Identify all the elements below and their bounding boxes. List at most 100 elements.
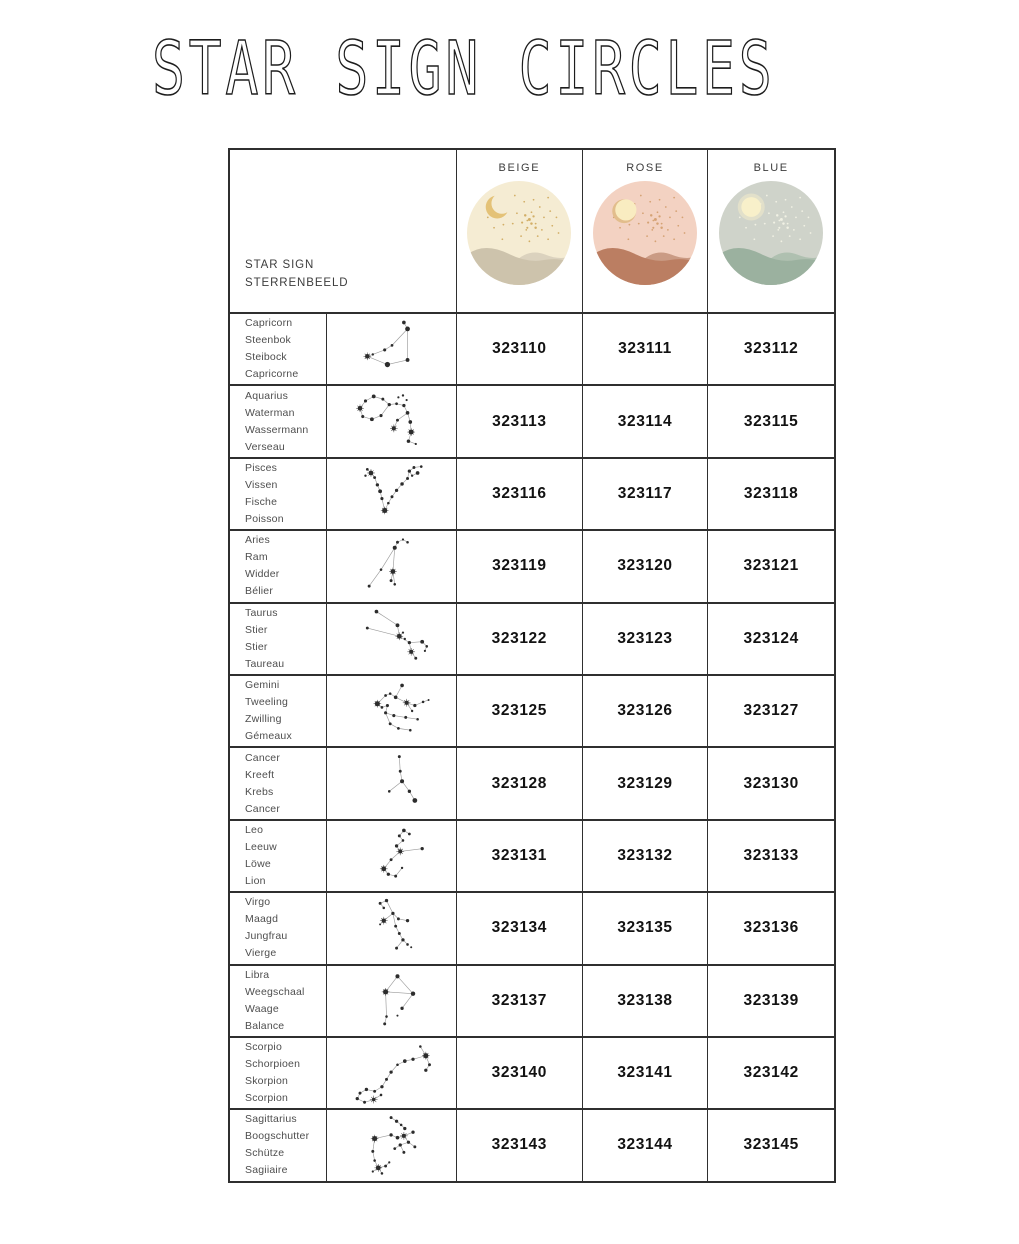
- product-code: 323115: [743, 412, 799, 430]
- color-label: BEIGE: [498, 162, 541, 174]
- sign-names-cell: Cancer Kreeft Krebs Cancer: [230, 748, 327, 819]
- sign-name: Lion: [245, 874, 266, 887]
- sign-names-cell: Scorpio Schorpioen Skorpion Scorpion: [230, 1037, 327, 1109]
- sign-name: Stier: [245, 623, 268, 636]
- sign-name: Poisson: [245, 512, 284, 525]
- sign-name: Jungfrau: [245, 930, 288, 943]
- product-code: 323134: [457, 893, 583, 964]
- table-row-sagittarius: Sagittarius Boogschutter Schütze Sagiiaire 3…: [230, 1110, 834, 1181]
- taurus-constellation-icon: [327, 603, 457, 674]
- product-code: 323119: [457, 531, 583, 602]
- product-code: 323131: [457, 820, 583, 892]
- product-code: 323123: [583, 603, 709, 674]
- sign-name: Taureau: [245, 657, 285, 670]
- sign-name: Scorpio: [245, 1041, 283, 1054]
- product-code: 323129: [583, 748, 709, 819]
- table-row-gemini: Gemini Tweeling Zwilling Gémeaux 323125 32312…: [230, 675, 834, 749]
- blue-circle-icon: [719, 181, 824, 285]
- sign-name: Skorpion: [245, 1075, 289, 1088]
- sign-names-cell: Taurus Stier Stier Taureau: [230, 603, 327, 674]
- row-header-line1: STAR SIGN: [245, 259, 315, 272]
- sign-names-cell: Sagittarius Boogschutter Schütze Sagiiaire: [230, 1110, 327, 1181]
- sign-name: Taurus: [245, 606, 278, 619]
- product-code: 323126: [583, 675, 709, 747]
- product-code: 323120: [583, 531, 709, 602]
- sign-name: Waterman: [245, 406, 295, 419]
- sign-name: Ram: [245, 551, 268, 564]
- sign-name: Weegschaal: [245, 985, 305, 998]
- column-header-blue: BLUE: [708, 150, 834, 312]
- constellation-drawing: [365, 609, 428, 660]
- product-code: 323128: [457, 748, 583, 819]
- product-code: 323121: [743, 557, 799, 575]
- table-header-row: STAR SIGN STERRENBEELD BEIGE ROSE BLUE: [230, 150, 834, 314]
- product-code: 323133: [743, 846, 799, 864]
- beige-circle-icon: [467, 181, 572, 285]
- sign-name: Pisces: [245, 461, 278, 474]
- product-code: 323139: [743, 991, 799, 1009]
- sign-name: Balance: [245, 1019, 285, 1032]
- sign-names-cell: Aquarius Waterman Wassermann Verseau: [230, 386, 327, 457]
- sign-name: Virgo: [245, 896, 271, 909]
- table-row-pisces: Pisces Vissen Fische Poisson 323116 323117 323…: [230, 458, 834, 532]
- sign-names-cell: Aries Ram Widder Bélier: [230, 531, 327, 602]
- table-row-capricorn: Capricorn Steenbok Steibock Capricorne 32311…: [230, 314, 834, 387]
- star-sign-header-cell: STAR SIGN STERRENBEELD: [230, 150, 457, 312]
- sign-name: Löwe: [245, 857, 271, 870]
- sign-name: Libra: [245, 968, 270, 981]
- rose-circle-icon: [592, 181, 697, 285]
- sign-name: Waage: [245, 1002, 279, 1015]
- product-code: 323132: [583, 820, 709, 892]
- sign-name: Sagiiaire: [245, 1164, 288, 1177]
- constellation-drawing: [387, 754, 417, 803]
- sign-name: Bélier: [245, 585, 274, 598]
- sagittarius-constellation-icon: [327, 1110, 457, 1181]
- product-code: 323125: [457, 675, 583, 747]
- product-code: 323130: [743, 774, 799, 792]
- pisces-constellation-icon: [327, 458, 457, 530]
- sign-name: Cancer: [245, 751, 281, 764]
- page-title: STAR SIGN CIRCLES: [151, 25, 776, 113]
- sign-name: Capricorne: [245, 368, 299, 381]
- sign-name: Vissen: [245, 478, 278, 491]
- product-code: 323143: [457, 1110, 583, 1181]
- product-code: 323144: [583, 1110, 709, 1181]
- row-header-label: STAR SIGN STERRENBEELD: [245, 257, 348, 293]
- table-row-aries: Aries Ram Widder Bélier 323119 323120 323121: [230, 531, 834, 604]
- constellation-drawing: [363, 465, 423, 515]
- product-code: 323122: [457, 603, 583, 674]
- table-row-taurus: Taurus Stier Stier Taureau 323122 323123 32312…: [230, 603, 834, 676]
- sign-names-cell: Leo Leeuw Löwe Lion: [230, 820, 327, 892]
- constellation-drawing: [355, 1045, 431, 1104]
- sign-names-cell: Virgo Maagd Jungfrau Vierge: [230, 893, 327, 964]
- sign-name: Wassermann: [245, 423, 309, 436]
- sign-name: Steibock: [245, 351, 287, 364]
- leo-constellation-icon: [327, 820, 457, 892]
- color-label: BLUE: [753, 162, 789, 174]
- table-row-cancer: Cancer Kreeft Krebs Cancer 323128 323129 32313…: [230, 748, 834, 821]
- sign-names-cell: Capricorn Steenbok Steibock Capricorne: [230, 314, 327, 385]
- product-code: 323114: [583, 386, 709, 457]
- column-header-rose: ROSE: [583, 150, 709, 312]
- product-code: 323145: [743, 1136, 799, 1154]
- sign-name: Aquarius: [245, 389, 289, 402]
- constellation-drawing: [379, 828, 424, 878]
- sign-name: Maagd: [245, 913, 279, 926]
- sign-names-cell: Gemini Tweeling Zwilling Gémeaux: [230, 675, 327, 747]
- product-table: STAR SIGN STERRENBEELD BEIGE ROSE BLUE: [228, 148, 836, 1183]
- constellation-drawing: [373, 683, 430, 732]
- product-code: 323142: [743, 1064, 799, 1082]
- constellation-drawing: [367, 538, 409, 588]
- product-code: 323135: [583, 893, 709, 964]
- product-code: 323137: [457, 965, 583, 1036]
- product-code: 323113: [457, 386, 583, 457]
- sign-name: Stier: [245, 640, 268, 653]
- capricorn-constellation-icon: [327, 314, 457, 385]
- table-row-leo: Leo Leeuw Löwe Lion 323131 323132 323133: [230, 820, 834, 894]
- sign-name: Widder: [245, 568, 280, 581]
- sign-name: Gemini: [245, 679, 280, 692]
- sign-name: Leo: [245, 823, 264, 836]
- product-code: 323116: [457, 458, 583, 530]
- product-code: 323111: [583, 314, 709, 385]
- sign-names-cell: Pisces Vissen Fische Poisson: [230, 458, 327, 530]
